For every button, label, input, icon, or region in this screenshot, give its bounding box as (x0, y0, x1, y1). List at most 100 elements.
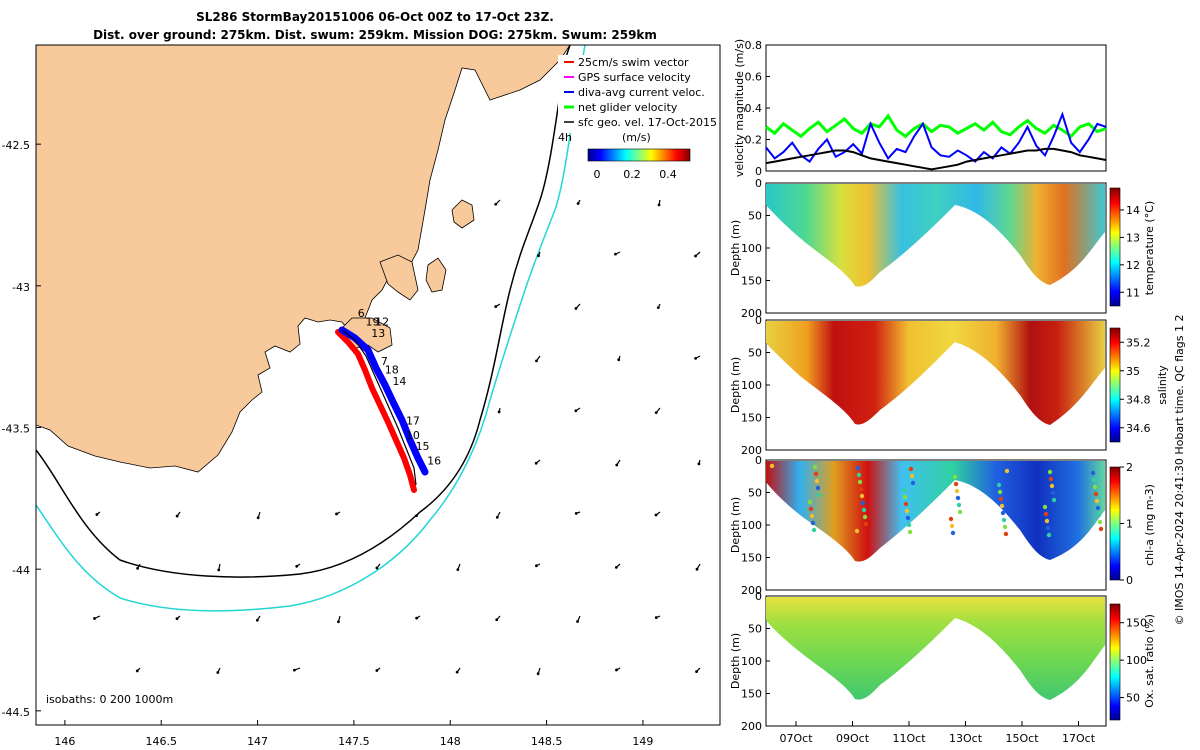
chla-sample-dot (863, 521, 869, 527)
depth-tick-label: 100 (741, 379, 762, 392)
chla-field (766, 461, 1105, 562)
chla-sample-dot (955, 495, 961, 501)
chla-sample-dot (811, 527, 817, 533)
current-vector-head (536, 672, 540, 676)
velocity-axes (765, 44, 1107, 172)
speed-colorbar (587, 148, 691, 162)
current-vector-head (135, 669, 139, 673)
track-day-label: 12 (375, 316, 389, 329)
current-vector-head (456, 568, 460, 572)
chla-sample-dot (809, 513, 815, 519)
chla-sample-dot (909, 473, 915, 479)
depth-tick-label: 150 (741, 275, 762, 288)
current-vector-head (495, 515, 499, 519)
salinity-colorbar-label: salinity (1156, 365, 1169, 405)
colorbar-tick-label: 0 (1126, 574, 1133, 587)
colorbar-tick-label: 100 (1126, 654, 1147, 667)
depth-tick-label: 200 (741, 584, 762, 597)
current-vector-head (534, 461, 538, 465)
depth-tick-label: 100 (741, 519, 762, 532)
colorbar-tick-label: 50 (1126, 692, 1140, 705)
colorbar-tick-label: 14 (1126, 204, 1140, 217)
track-day-label: 7 (381, 355, 388, 368)
map-y-tick-label: -44 (12, 564, 30, 577)
schouten-island (451, 199, 475, 229)
current-vector-head (217, 568, 221, 572)
map-x-tick-label: 148 (440, 735, 461, 748)
salinity-colorbar (1109, 327, 1121, 443)
chla-sample-dot (1092, 484, 1098, 490)
chla-sample-dot (1043, 511, 1049, 517)
speed-colorbar-unit: (m/s) (622, 131, 651, 144)
chla-sample-dot (995, 475, 1001, 481)
chla-sample-dot (948, 516, 954, 522)
current-vector-head (615, 668, 618, 672)
current-vector-head (657, 203, 661, 207)
current-vector-head (535, 564, 538, 568)
temperature-colorbar-ticks: 11 12 13 14 (1120, 204, 1140, 299)
chla-sample-dot (902, 494, 908, 500)
current-vector-head (535, 359, 538, 363)
depth-tick-label: 50 (748, 210, 762, 223)
map-x-tick-label: 148.5 (531, 735, 563, 748)
chla-panel: 0 50 100 150 200 Depth (m) 0 1 2 chl-a (mg m-3… (729, 454, 1156, 597)
oxygen-field (766, 597, 1105, 700)
isobath-200m (36, 45, 571, 578)
current-vector-head (574, 409, 578, 413)
salinity-panel: 0 50 100 150 200 Depth (m) 34.6 34.8 35 35.2 sa… (729, 314, 1169, 457)
isobath-1000m (36, 45, 586, 612)
chla-sample-dot (907, 529, 913, 535)
depth-tick-label: 50 (748, 347, 762, 360)
chla-sample-dot (769, 463, 775, 469)
chla-sample-dot (856, 472, 862, 478)
track-core (341, 329, 417, 486)
temperature-panel: 0 50 100 150 200 Depth (m) 11 12 13 14 temperat… (729, 177, 1156, 320)
speed-colorbar-tick-0: 0 (594, 168, 601, 181)
map-y-tick-label: -44.5 (2, 706, 30, 719)
map-y-ticks: -42.5 -43 -43.5 -44 -44.5 (2, 139, 41, 719)
depth-tick-label: 50 (748, 623, 762, 636)
depth-tick-label: 100 (741, 242, 762, 255)
imos-credit: © IMOS 14-Apr-2024 20:41:30 Hobart time.… (1173, 315, 1186, 626)
salinity-y-ticks: 0 50 100 150 200 (741, 314, 770, 457)
depth-tick-label: 0 (755, 454, 762, 467)
velocity-series-net-glider-velocity (765, 113, 1107, 139)
chla-sample-dot (1002, 524, 1008, 530)
salinity-field (766, 321, 1105, 425)
colorbar-tick-label: 11 (1126, 286, 1140, 299)
oxygen-colorbar (1109, 603, 1121, 721)
chla-sample-dot (814, 478, 820, 484)
temperature-y-ticks: 0 50 100 150 200 (741, 177, 770, 320)
depth-tick-label: 200 (741, 720, 762, 733)
oxygen-colorbar-label: Ox. sat. ratio (%) (1143, 614, 1156, 708)
velocity-series-depth-avg-model (765, 147, 1107, 171)
chla-sample-dot (1050, 490, 1056, 496)
current-vector-head (455, 670, 459, 674)
chla-sample-dot (957, 509, 963, 515)
chla-sample-dot (901, 487, 907, 493)
chla-sample-dot (999, 503, 1005, 509)
chla-sample-dot (855, 465, 861, 471)
oxygen-y-ticks: 0 50 100 150 200 (741, 590, 770, 733)
current-vector-head (694, 254, 697, 258)
current-vector-head (415, 616, 419, 620)
chla-sample-dot (903, 501, 909, 507)
legend-box (558, 55, 718, 133)
oxygen-ylabel: Depth (m) (729, 633, 742, 689)
velocity-ylabel: velocity magnitude (m/s) (733, 39, 746, 177)
speed-colorbar-tick-1: 0.2 (623, 168, 641, 181)
depth-tick-label: 50 (748, 487, 762, 500)
chla-sample-dots (769, 463, 1104, 538)
current-vector-head (537, 254, 540, 258)
current-vector-head (415, 514, 418, 517)
current-vector-head (694, 356, 697, 360)
current-vector-head (93, 617, 96, 620)
depth-tick-label: 0 (755, 314, 762, 327)
track-day-label: 17 (406, 415, 420, 428)
chla-sample-dot (815, 485, 821, 491)
current-vector-head (574, 511, 578, 515)
current-vector-head (576, 202, 580, 205)
chla-sample-dot (1091, 477, 1097, 483)
